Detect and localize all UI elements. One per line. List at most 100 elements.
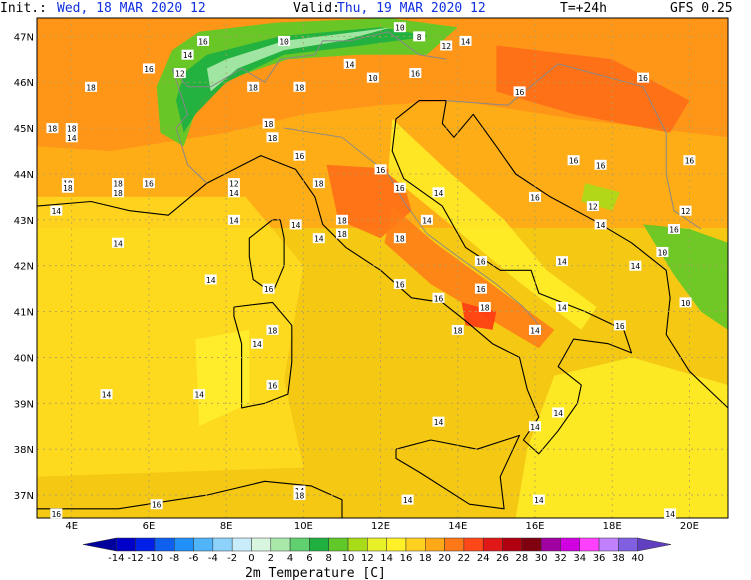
station-value-box xyxy=(112,178,125,189)
station-value: 18 xyxy=(61,182,74,193)
station-value-box xyxy=(679,297,692,308)
station-value-box xyxy=(251,338,264,349)
station-value-text: 10 xyxy=(279,37,289,46)
station-value: 14 xyxy=(193,389,206,400)
station-value: 10 xyxy=(278,35,291,46)
station-value-box xyxy=(343,58,356,69)
station-value: 14 xyxy=(459,35,472,46)
station-value-text: 14 xyxy=(314,235,324,244)
station-value-box xyxy=(613,320,626,331)
station-value-text: 14 xyxy=(553,409,563,418)
init-label: Init.: xyxy=(0,1,47,16)
colorbar-tick-label: -10 xyxy=(147,553,163,564)
station-value: 18 xyxy=(312,178,325,189)
station-value: 14 xyxy=(289,219,302,230)
station-value: 12 xyxy=(173,68,186,79)
lat-tick-label: 45N xyxy=(14,124,34,135)
map-frame xyxy=(36,17,729,519)
station-value-box xyxy=(432,187,445,198)
station-value: 10 xyxy=(393,22,406,33)
lon-tick-label: 8E xyxy=(220,521,233,532)
station-value-text: 14 xyxy=(345,60,355,69)
colorbar-swatch xyxy=(251,537,272,552)
station-value-box xyxy=(440,40,453,51)
station-value-text: 16 xyxy=(515,88,525,97)
station-value-box xyxy=(112,187,125,198)
colorbar-swatch xyxy=(405,537,426,552)
colorbar-swatch xyxy=(463,537,484,552)
station-value: 14 xyxy=(227,214,240,225)
station-value: 16 xyxy=(667,224,680,235)
station-value-box xyxy=(432,416,445,427)
colorbar-arrow-low xyxy=(82,537,117,552)
station-value-text: 14 xyxy=(422,216,432,225)
station-value: 14 xyxy=(528,324,541,335)
station-value-text: 14 xyxy=(102,391,112,400)
station-value: 14 xyxy=(312,233,325,244)
colorbar-tick-label: 4 xyxy=(287,553,293,564)
colorbar-swatch xyxy=(502,537,523,552)
station-value: 16 xyxy=(293,150,306,161)
colorbar-tick-label: 24 xyxy=(477,553,490,564)
station-value-box xyxy=(112,237,125,248)
station-value-box xyxy=(266,379,279,390)
station-value: 14 xyxy=(343,58,356,69)
station-value-text: 12 xyxy=(588,203,598,212)
coastline-north-africa xyxy=(37,480,343,518)
station-value-box xyxy=(312,233,325,244)
station-value: 18 xyxy=(478,301,491,312)
coastline-adriatic-east xyxy=(441,100,729,409)
station-value-text: 16 xyxy=(198,37,208,46)
station-value-text: 18 xyxy=(63,184,73,193)
station-value-text: 14 xyxy=(113,239,123,248)
station-value-box xyxy=(65,132,78,143)
station-value-text: 14 xyxy=(557,258,567,267)
station-value-box xyxy=(478,301,491,312)
station-value-text: 18 xyxy=(453,326,463,335)
station-value-text: 14 xyxy=(530,326,540,335)
station-value-text: 18 xyxy=(295,492,305,501)
station-value: 16 xyxy=(393,279,406,290)
station-value-box xyxy=(204,274,217,285)
station-value: 14 xyxy=(432,187,445,198)
station-value-box xyxy=(100,389,113,400)
station-value-box xyxy=(262,283,275,294)
colorbar-swatch xyxy=(367,537,387,552)
station-value-box xyxy=(567,155,580,166)
coastline-france xyxy=(36,182,208,216)
station-value: 16 xyxy=(613,320,626,331)
colorbar-tick-label: 0 xyxy=(248,553,254,564)
station-value-box xyxy=(528,324,541,335)
station-value-box xyxy=(393,182,406,193)
station-value-box xyxy=(401,494,414,505)
station-value-text: 16 xyxy=(596,161,606,170)
station-value: 12 xyxy=(440,40,453,51)
station-value-box xyxy=(594,219,607,230)
colorbar-swatch xyxy=(521,537,542,552)
lon-tick-label: 12E xyxy=(371,521,390,532)
station-value-text: 16 xyxy=(144,180,154,189)
station-value-text: 10 xyxy=(681,299,691,308)
station-value-box xyxy=(474,256,487,267)
station-value-text: 18 xyxy=(395,235,405,244)
station-value: 12 xyxy=(586,201,599,212)
station-value-box xyxy=(556,256,569,267)
coastline-sardinia xyxy=(233,301,293,409)
station-value-text: 16 xyxy=(395,184,405,193)
station-value: 18 xyxy=(335,228,348,239)
border-alps xyxy=(171,31,447,88)
station-value-box xyxy=(150,499,163,510)
station-value-text: 14 xyxy=(229,216,239,225)
station-value: 18 xyxy=(266,324,279,335)
station-value-box xyxy=(173,68,186,79)
station-value: 14 xyxy=(204,274,217,285)
colorbar-swatch xyxy=(193,537,214,552)
station-value: 14 xyxy=(420,214,433,225)
colorbar-tick-label: 10 xyxy=(342,553,355,564)
colorbar-tick-label: -4 xyxy=(208,553,218,564)
station-value-box xyxy=(142,178,155,189)
station-value-text: 18 xyxy=(314,180,324,189)
station-value-text: 16 xyxy=(264,285,274,294)
colorbar-tick-label: -2 xyxy=(227,553,237,564)
